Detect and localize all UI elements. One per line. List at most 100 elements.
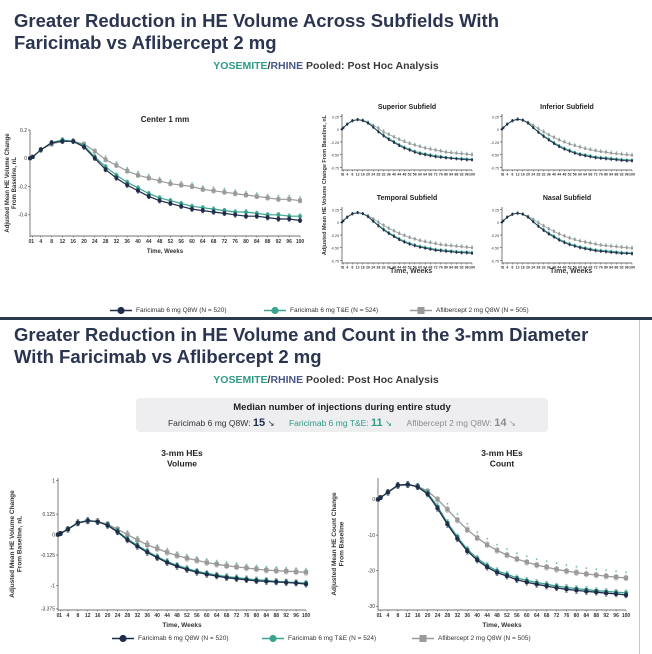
- data-point: [445, 522, 450, 527]
- x-tick-label: 48: [402, 266, 406, 270]
- data-point: [544, 564, 549, 570]
- significance-marker: *: [584, 238, 586, 243]
- data-point: [594, 149, 597, 152]
- legend-square: [417, 307, 425, 314]
- data-point: [244, 577, 249, 583]
- y-tick-label: 0: [337, 221, 339, 225]
- x-tick-label: 1: [342, 173, 344, 177]
- x-tick-label: 68: [588, 266, 592, 270]
- x-tick-label: 52: [168, 239, 174, 245]
- data-point: [418, 246, 422, 249]
- x-tick-label: 36: [387, 266, 391, 270]
- series-q8w: [340, 211, 474, 255]
- data-point: [444, 156, 448, 159]
- significance-marker: *: [579, 237, 581, 242]
- y-tick-label: -0.75: [491, 166, 499, 170]
- x-tick-label: 80: [243, 239, 249, 245]
- data-point: [361, 119, 364, 122]
- data-point: [92, 156, 97, 161]
- data-point: [214, 562, 219, 567]
- significance-marker: *: [288, 195, 291, 201]
- x-tick-label: 32: [382, 266, 386, 270]
- x-tick-label: 28: [445, 613, 451, 619]
- significance-marker: *: [299, 197, 302, 203]
- x-tick-label: 32: [455, 613, 461, 619]
- legend-slide1: Faricimab 6 mg Q8W (N = 520) Faricimab 6 …: [0, 306, 652, 318]
- data-point: [500, 128, 504, 131]
- data-point: [460, 152, 463, 155]
- series-te: [500, 211, 634, 255]
- y-tick-label: -0.25: [331, 234, 339, 238]
- injections-box: Median number of injections during entir…: [136, 398, 548, 432]
- chart-title: 3-mm HEs: [161, 448, 203, 458]
- data-point: [599, 150, 602, 153]
- data-point: [303, 581, 309, 587]
- data-point: [146, 191, 151, 196]
- data-point: [537, 225, 540, 228]
- data-point: [547, 138, 550, 142]
- x-tick-label: 24: [371, 173, 375, 177]
- data-point: [610, 251, 613, 254]
- data-point: [460, 251, 463, 254]
- legend-label: Faricimab 6 mg Q8W (N = 520): [138, 635, 229, 642]
- data-point: [465, 246, 468, 249]
- syringe-icon: ↘: [385, 418, 393, 428]
- significance-marker: *: [590, 146, 592, 151]
- significance-marker: *: [605, 242, 607, 247]
- x-tick-label: 24: [92, 239, 98, 245]
- significance-marker: *: [225, 562, 228, 568]
- x-tick-label: 36: [144, 613, 150, 619]
- series-line-q8w: [57, 519, 307, 585]
- significance-marker: *: [430, 239, 432, 244]
- data-point: [615, 158, 618, 161]
- x-tick-label: 8: [396, 613, 399, 619]
- significance-marker: *: [419, 237, 421, 242]
- significance-marker: *: [565, 565, 568, 571]
- x-tick-label: 76: [439, 173, 443, 177]
- data-point: [179, 201, 184, 206]
- x-tick-label: 16: [521, 266, 525, 270]
- data-point: [30, 154, 35, 159]
- legend-circle: [119, 634, 127, 643]
- series-line-te: [341, 212, 473, 253]
- data-point: [568, 236, 571, 240]
- data-point: [385, 490, 391, 495]
- injection-label: Faricimab 6 mg Q8W:: [167, 418, 251, 428]
- x-tick-label: 68: [428, 266, 432, 270]
- data-point: [392, 235, 396, 238]
- y-tick-label: -0.50: [331, 247, 339, 251]
- yosemite-label: YOSEMITE: [213, 60, 268, 72]
- data-point: [145, 550, 150, 555]
- legend-item: Aflibercept 2 mg Q8W (N = 505): [412, 634, 531, 643]
- data-point: [342, 126, 345, 129]
- significance-marker: *: [166, 548, 169, 554]
- data-point: [382, 228, 385, 232]
- significance-marker: *: [548, 131, 550, 136]
- data-point: [470, 153, 474, 156]
- y-tick-label: 1: [52, 478, 55, 484]
- series-line-te: [57, 519, 307, 584]
- significance-marker: *: [445, 241, 447, 246]
- data-point: [82, 144, 86, 149]
- x-tick-label: 72: [434, 266, 438, 270]
- chart-title: Nasal Subfield: [543, 195, 591, 202]
- data-point: [398, 144, 401, 147]
- x-tick-label: 64: [214, 613, 220, 619]
- data-point: [418, 239, 422, 242]
- significance-marker: *: [538, 125, 540, 130]
- yosemite-label-2: YOSEMITE: [213, 374, 268, 386]
- data-point: [484, 564, 490, 570]
- slide-3mm: Greater Reduction in HE Volume and Count…: [0, 320, 652, 654]
- data-point: [184, 556, 190, 561]
- data-point: [361, 212, 364, 215]
- x-tick-label: 60: [418, 266, 422, 270]
- significance-marker: *: [378, 218, 380, 223]
- significance-marker: *: [553, 227, 555, 232]
- data-point: [75, 520, 81, 525]
- x-tick-label: 20: [366, 266, 370, 270]
- significance-marker: *: [626, 244, 628, 249]
- x-tick-label: 36: [387, 173, 391, 177]
- slide2-subtitle: YOSEMITE/RHINE Pooled: Post Hoc Analysis: [0, 374, 652, 386]
- data-point: [274, 568, 279, 573]
